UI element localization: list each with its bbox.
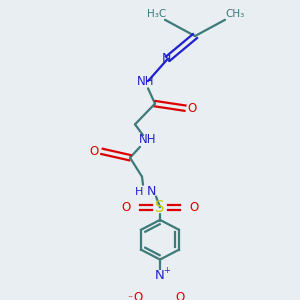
Text: O: O xyxy=(188,102,196,115)
Text: O: O xyxy=(176,291,184,300)
Text: CH₃: CH₃ xyxy=(225,9,244,20)
Text: NH: NH xyxy=(139,133,157,146)
Text: N: N xyxy=(146,185,156,199)
Text: ⁻: ⁻ xyxy=(128,294,133,300)
Text: O: O xyxy=(89,145,99,158)
Text: NH: NH xyxy=(137,75,155,88)
Text: O: O xyxy=(189,201,199,214)
Text: S: S xyxy=(155,200,165,215)
Text: N: N xyxy=(155,269,165,282)
Text: N: N xyxy=(161,52,171,65)
Text: O: O xyxy=(134,291,142,300)
Text: H₃C: H₃C xyxy=(147,9,167,20)
Text: O: O xyxy=(122,201,130,214)
Text: H: H xyxy=(135,187,143,197)
Text: +: + xyxy=(164,266,170,275)
